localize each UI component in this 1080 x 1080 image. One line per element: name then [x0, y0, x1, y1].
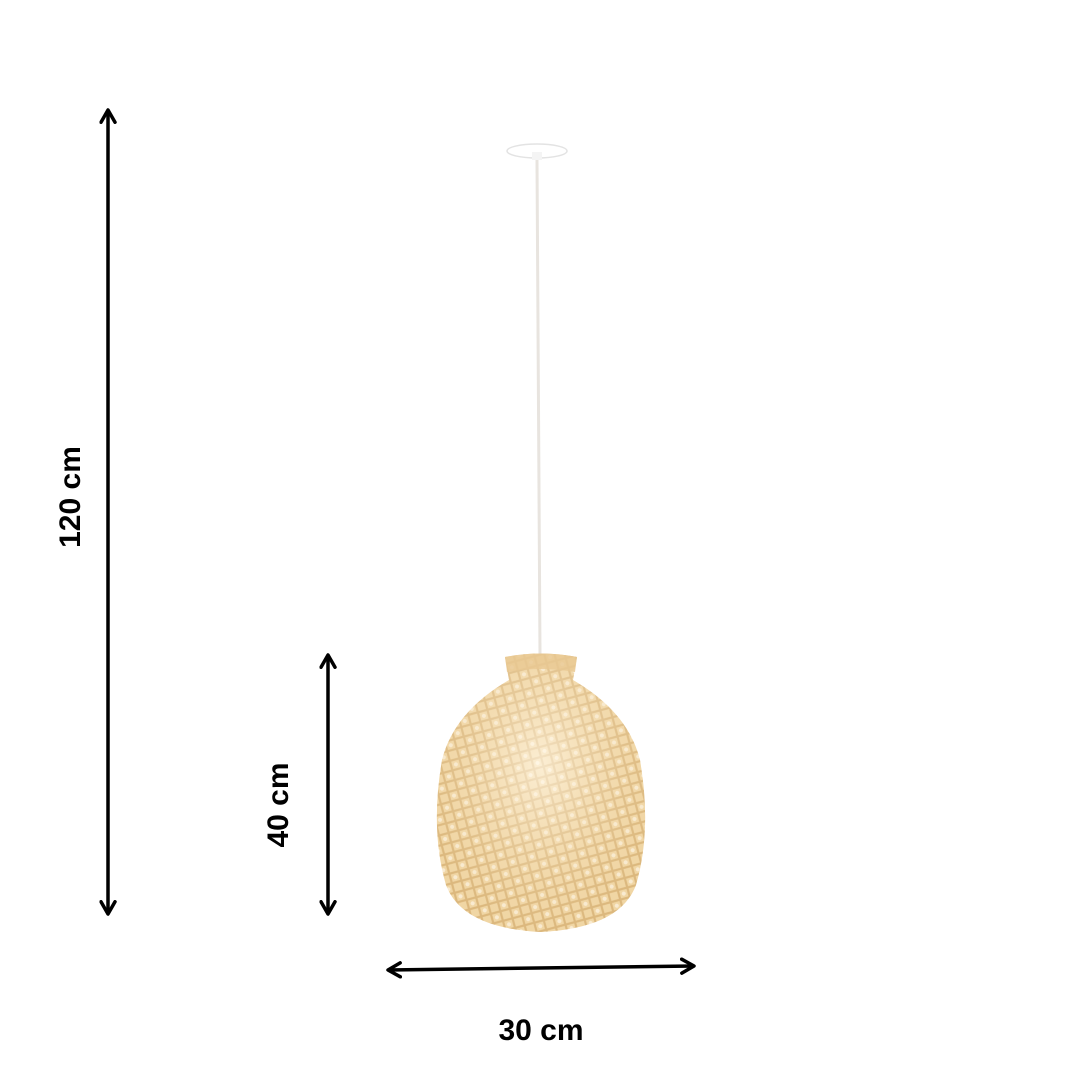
pendant-lamp [436, 143, 646, 932]
shade-width-dimension: 30 cm [386, 957, 696, 1047]
total-height-dimension: 120 cm [54, 108, 117, 916]
power-cord [535, 159, 542, 656]
shade-width-label: 30 cm [498, 1014, 583, 1047]
canopy-stem [532, 152, 542, 160]
shade-height-dimension: 40 cm [262, 653, 337, 916]
total-height-label: 120 cm [54, 446, 87, 548]
shade-light-glow [436, 653, 646, 932]
shade-width-arrow [386, 957, 696, 979]
shade-neck-rim [505, 653, 577, 672]
shade-height-label: 40 cm [262, 762, 295, 847]
